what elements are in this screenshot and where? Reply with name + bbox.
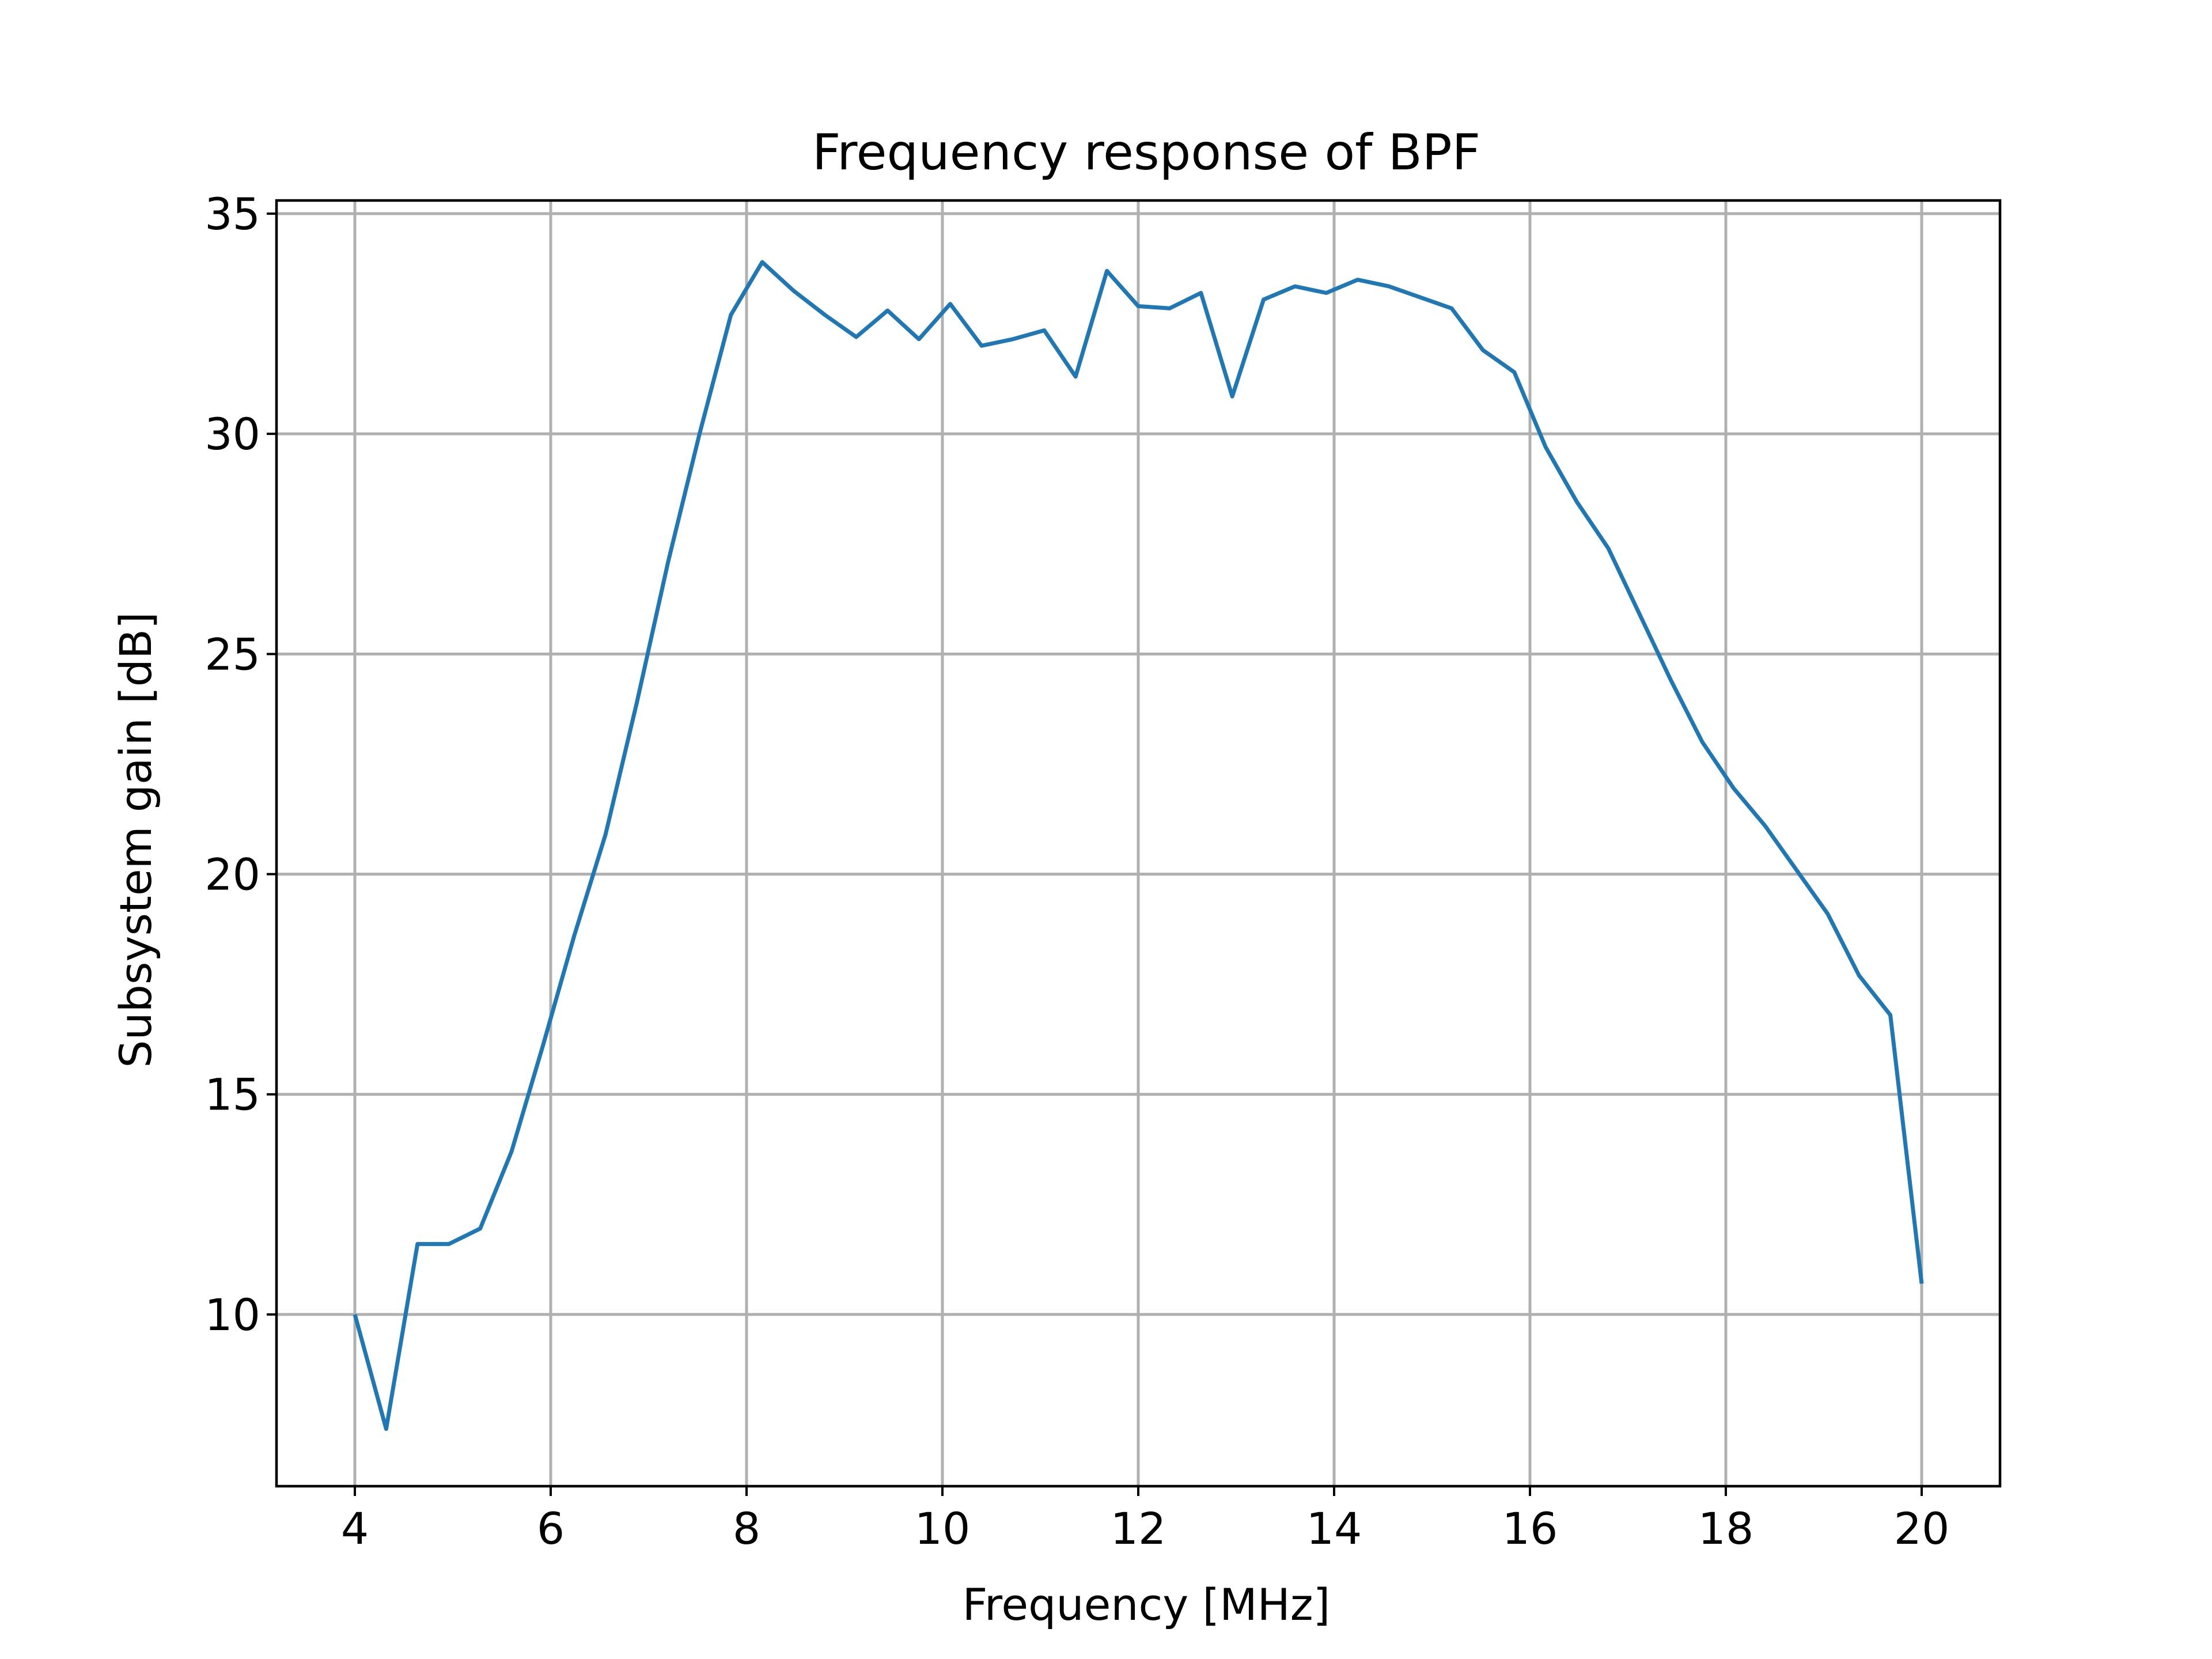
data-point bbox=[1263, 299, 1264, 300]
x-tick-label: 20 bbox=[1894, 1503, 1950, 1554]
data-point bbox=[1295, 286, 1296, 287]
x-axis-ticks: 4 6 8 10 12 14 16 18 20 bbox=[341, 1486, 1950, 1554]
data-series-group bbox=[353, 260, 1924, 1431]
data-point bbox=[762, 262, 763, 263]
x-tick-label: 18 bbox=[1698, 1503, 1754, 1554]
data-point bbox=[793, 290, 794, 291]
x-tick-label: 4 bbox=[341, 1503, 369, 1554]
x-tick-label: 12 bbox=[1111, 1503, 1166, 1554]
data-point bbox=[668, 561, 669, 562]
y-tick-label: 35 bbox=[204, 188, 260, 240]
y-tick-label: 10 bbox=[204, 1289, 260, 1340]
data-point bbox=[1232, 396, 1233, 397]
x-tick-label: 16 bbox=[1502, 1503, 1558, 1554]
data-point bbox=[605, 834, 606, 835]
data-point bbox=[887, 310, 888, 311]
data-point bbox=[1890, 1015, 1891, 1016]
x-tick-label: 14 bbox=[1306, 1503, 1362, 1554]
data-point bbox=[856, 336, 857, 337]
x-tick-label: 8 bbox=[733, 1503, 760, 1554]
grid-lines bbox=[276, 200, 2000, 1486]
y-tick-label: 25 bbox=[204, 628, 260, 680]
chart-title: Frequency response of BPF bbox=[812, 124, 1480, 181]
x-axis-label: Frequency [MHz] bbox=[963, 1579, 1331, 1630]
data-point bbox=[1639, 614, 1640, 615]
data-point bbox=[1420, 297, 1421, 298]
data-point bbox=[1075, 376, 1076, 377]
x-tick-label: 10 bbox=[915, 1503, 971, 1554]
data-point bbox=[1765, 825, 1766, 826]
x-tick-label: 6 bbox=[537, 1503, 565, 1554]
data-point bbox=[1702, 742, 1703, 743]
data-point bbox=[1796, 869, 1797, 870]
data-point bbox=[1169, 308, 1170, 309]
y-tick-label: 15 bbox=[204, 1069, 260, 1120]
y-axis-ticks: 10 15 20 25 30 35 bbox=[204, 188, 276, 1340]
data-point bbox=[1733, 788, 1734, 789]
y-tick-label: 30 bbox=[204, 408, 260, 460]
data-point bbox=[1357, 279, 1358, 280]
y-tick-label: 20 bbox=[204, 849, 260, 900]
y-axis-label: Subsystem gain [dB] bbox=[110, 612, 161, 1068]
series-line bbox=[353, 260, 1924, 1431]
